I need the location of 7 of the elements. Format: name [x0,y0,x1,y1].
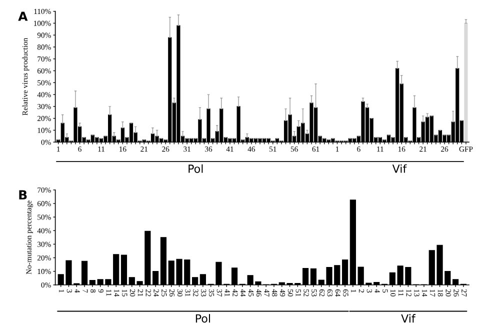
text: Vif [401,314,416,322]
text: Vif [392,164,407,173]
text: B [19,190,27,200]
text: Pol [188,164,203,173]
text: A [18,12,28,21]
bar [464,22,468,142]
text: Pol [196,314,210,323]
